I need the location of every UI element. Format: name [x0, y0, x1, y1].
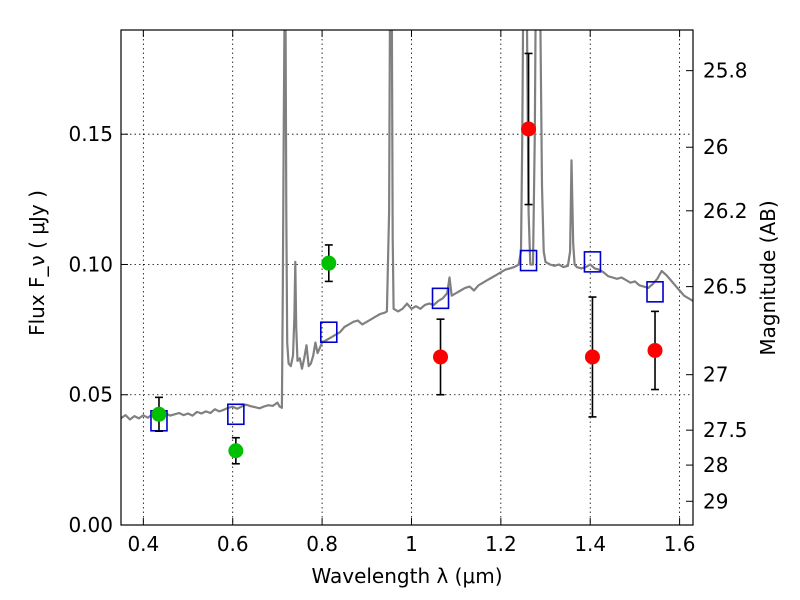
right-tick-label: 25.8	[703, 59, 748, 83]
spectrum-line	[121, 30, 693, 421]
model-point	[646, 281, 664, 303]
model-point	[583, 251, 602, 273]
photometry-point	[433, 349, 449, 365]
y-tick-label: 0.10	[68, 252, 113, 276]
x-tick-label: 1	[405, 532, 418, 556]
right-tick-label: 28	[703, 453, 728, 477]
photometry-point	[521, 121, 537, 137]
photometry-point	[647, 342, 663, 358]
y-tick-label: 0.05	[68, 383, 113, 407]
y-tick-label: 0.15	[68, 122, 113, 146]
right-tick-label: 26	[703, 135, 728, 159]
plot-area	[121, 30, 693, 465]
photometry-point	[321, 255, 337, 271]
model-point	[227, 403, 245, 426]
right-tick-label: 26.2	[703, 199, 748, 223]
axes-ticks: 0.4 0.6 0.8 1 1.2 1.4 1.6 0.00 0.05 0.10 0.15 25.8 2…	[68, 30, 748, 556]
photometry-point	[228, 443, 244, 459]
right-tick-label: 27.5	[703, 418, 748, 442]
plot-frame	[120, 29, 694, 526]
x-axis-title: Wavelength λ (μm)	[311, 564, 502, 588]
y-axis-title: Flux F_ν ( μJy )	[25, 190, 49, 336]
x-tick-label: 0.6	[217, 532, 249, 556]
model-point	[519, 249, 538, 272]
x-tick-label: 0.4	[127, 532, 159, 556]
photometry-point	[151, 406, 167, 422]
right-tick-label: 27	[703, 363, 728, 387]
model-point	[431, 287, 450, 310]
x-tick-label: 1.2	[485, 532, 517, 556]
x-tick-label: 1.4	[574, 532, 606, 556]
x-tick-label: 1.6	[664, 532, 696, 556]
right-tick-label: 26.5	[703, 275, 748, 299]
right-tick-label: 29	[703, 489, 728, 513]
right-axis-title: Magnitude (AB)	[756, 200, 780, 355]
y-tick-label: 0.00	[68, 513, 113, 537]
x-tick-label: 0.8	[306, 532, 338, 556]
grid	[121, 30, 693, 526]
photometry-point	[584, 349, 600, 365]
model-point	[319, 321, 338, 344]
